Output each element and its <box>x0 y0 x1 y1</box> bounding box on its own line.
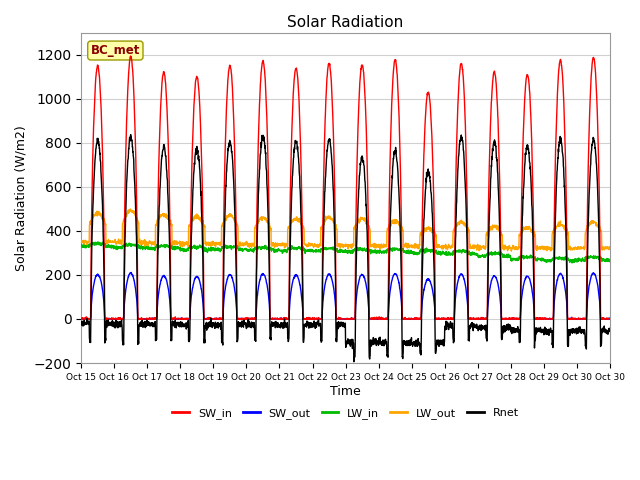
Rnet <box>535 327 543 333</box>
SW_in <box>244 315 252 321</box>
SW_out <box>131 277 138 283</box>
Rnet <box>599 328 607 334</box>
Rnet <box>77 322 85 328</box>
LW_in <box>606 258 614 264</box>
LW_in <box>599 257 607 263</box>
Rnet <box>350 359 358 365</box>
LW_in <box>244 247 252 252</box>
SW_in <box>378 316 385 322</box>
LW_out <box>606 244 614 250</box>
LW_out <box>599 244 607 250</box>
Line: LW_in: LW_in <box>81 242 610 263</box>
LW_out <box>505 243 513 249</box>
Rnet <box>244 320 252 326</box>
LW_in <box>534 256 542 262</box>
LW_out <box>378 242 385 248</box>
LW_out <box>131 210 138 216</box>
SW_out <box>127 270 135 276</box>
Rnet <box>131 171 138 177</box>
Line: SW_in: SW_in <box>81 56 610 319</box>
LW_out <box>535 245 543 251</box>
SW_in <box>505 316 513 322</box>
Line: LW_out: LW_out <box>81 209 610 251</box>
LW_in <box>378 249 385 254</box>
Title: Solar Radiation: Solar Radiation <box>287 15 404 30</box>
SW_out <box>77 316 85 322</box>
SW_out <box>244 316 252 322</box>
LW_out <box>508 248 515 254</box>
LW_in <box>94 239 102 245</box>
Rnet <box>127 132 134 137</box>
X-axis label: Time: Time <box>330 384 361 397</box>
Rnet <box>606 329 614 335</box>
LW_out <box>244 242 252 248</box>
LW_in <box>77 244 85 250</box>
SW_in <box>534 316 542 322</box>
LW_in <box>131 242 138 248</box>
SW_out <box>378 316 385 322</box>
SW_out <box>598 316 606 322</box>
SW_in <box>598 315 606 321</box>
SW_in <box>606 315 614 321</box>
Line: SW_out: SW_out <box>81 273 610 319</box>
LW_in <box>568 260 576 266</box>
SW_in <box>127 53 134 59</box>
Rnet <box>505 324 513 330</box>
Text: BC_met: BC_met <box>91 44 140 57</box>
SW_in <box>77 316 85 322</box>
LW_in <box>505 254 513 260</box>
LW_out <box>127 206 134 212</box>
Legend: SW_in, SW_out, LW_in, LW_out, Rnet: SW_in, SW_out, LW_in, LW_out, Rnet <box>168 404 524 423</box>
SW_out <box>606 316 614 322</box>
Y-axis label: Solar Radiation (W/m2): Solar Radiation (W/m2) <box>15 125 28 271</box>
LW_out <box>77 237 85 243</box>
SW_in <box>131 100 138 106</box>
Line: Rnet: Rnet <box>81 134 610 362</box>
Rnet <box>378 339 385 345</box>
SW_out <box>534 316 542 322</box>
SW_out <box>505 316 513 322</box>
